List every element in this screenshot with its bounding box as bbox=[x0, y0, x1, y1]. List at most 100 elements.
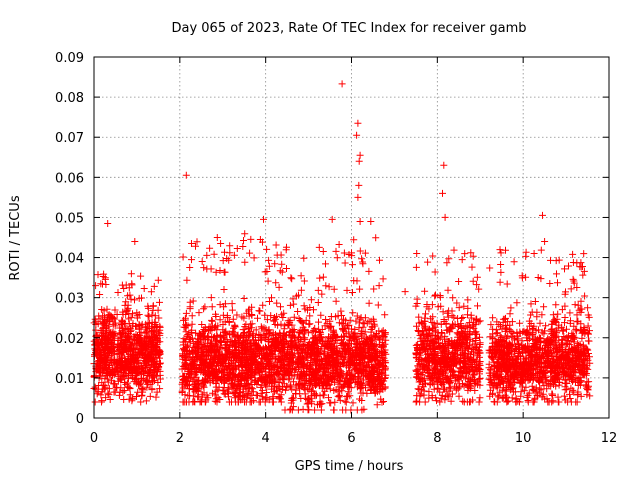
data-point bbox=[125, 284, 133, 292]
data-point bbox=[226, 242, 234, 250]
data-point bbox=[476, 317, 484, 325]
data-point bbox=[121, 363, 129, 370]
data-point bbox=[120, 387, 128, 394]
data-point bbox=[119, 310, 127, 318]
data-point bbox=[145, 312, 153, 320]
data-point bbox=[318, 290, 326, 298]
data-point bbox=[154, 306, 162, 314]
data-point bbox=[114, 343, 121, 351]
data-point bbox=[143, 361, 150, 369]
data-point bbox=[425, 325, 433, 333]
data-point bbox=[443, 259, 451, 267]
data-point bbox=[144, 344, 152, 352]
data-point bbox=[207, 294, 215, 302]
data-point bbox=[331, 398, 339, 406]
data-point bbox=[283, 265, 290, 272]
data-point bbox=[496, 278, 504, 286]
data-point bbox=[144, 380, 152, 388]
data-point bbox=[103, 356, 111, 364]
data-point bbox=[374, 301, 382, 309]
data-point bbox=[142, 376, 150, 384]
data-point bbox=[104, 335, 111, 343]
data-point bbox=[444, 286, 452, 294]
data-point bbox=[186, 264, 194, 271]
data-point bbox=[189, 297, 197, 305]
data-point bbox=[413, 250, 421, 257]
data-point bbox=[241, 230, 249, 238]
data-point bbox=[111, 347, 118, 355]
data-point bbox=[101, 275, 109, 283]
data-point bbox=[376, 256, 383, 264]
data-point bbox=[111, 366, 119, 374]
data-point bbox=[278, 260, 286, 268]
data-point bbox=[104, 312, 112, 320]
data-point bbox=[307, 296, 315, 304]
data-point bbox=[322, 316, 330, 323]
data-point bbox=[257, 389, 265, 397]
data-point bbox=[573, 398, 581, 406]
data-point bbox=[98, 354, 106, 362]
data-point bbox=[135, 321, 143, 329]
data-point bbox=[264, 277, 272, 285]
data-point bbox=[133, 312, 141, 320]
data-point bbox=[119, 317, 127, 325]
data-point bbox=[351, 326, 359, 333]
data-point bbox=[118, 319, 126, 327]
data-point bbox=[137, 398, 145, 406]
data-point bbox=[306, 320, 314, 328]
data-point bbox=[121, 373, 129, 381]
data-point bbox=[111, 322, 119, 330]
data-point bbox=[220, 390, 228, 398]
data-point bbox=[475, 398, 483, 406]
data-point bbox=[549, 392, 557, 399]
data-point bbox=[217, 240, 225, 247]
data-point bbox=[233, 245, 241, 252]
data-point bbox=[113, 351, 121, 359]
data-point bbox=[104, 378, 112, 386]
data-point bbox=[111, 315, 119, 323]
data-point bbox=[116, 388, 124, 396]
data-point bbox=[129, 340, 137, 348]
data-point bbox=[113, 311, 121, 318]
data-point bbox=[455, 392, 463, 400]
data-point bbox=[140, 354, 148, 362]
data-point bbox=[569, 275, 577, 283]
data-point bbox=[149, 302, 157, 310]
data-point bbox=[349, 261, 356, 269]
data-point bbox=[421, 287, 429, 295]
data-point bbox=[127, 295, 135, 303]
data-point bbox=[128, 280, 136, 288]
data-point bbox=[433, 319, 441, 327]
data-point bbox=[101, 346, 109, 354]
data-point bbox=[363, 319, 371, 327]
data-point bbox=[424, 258, 432, 266]
data-point bbox=[144, 304, 152, 312]
data-point bbox=[305, 406, 313, 414]
data-point bbox=[126, 384, 134, 392]
data-point bbox=[229, 315, 237, 323]
data-point bbox=[221, 248, 228, 256]
data-point bbox=[122, 332, 130, 340]
data-point bbox=[246, 249, 254, 257]
data-point bbox=[365, 299, 373, 307]
data-point bbox=[118, 354, 126, 362]
data-point bbox=[109, 372, 117, 379]
data-point bbox=[188, 320, 196, 328]
data-point bbox=[269, 393, 277, 401]
data-point bbox=[127, 366, 135, 374]
data-point bbox=[155, 314, 163, 322]
data-point bbox=[125, 384, 133, 391]
data-point bbox=[103, 352, 111, 360]
data-point bbox=[566, 309, 574, 317]
data-point bbox=[116, 324, 124, 332]
data-point bbox=[101, 384, 109, 392]
data-point bbox=[127, 270, 135, 278]
data-point bbox=[458, 256, 466, 264]
data-point bbox=[335, 393, 343, 401]
data-point bbox=[118, 281, 126, 289]
data-point bbox=[422, 310, 429, 318]
data-point bbox=[102, 394, 110, 402]
data-point bbox=[468, 263, 476, 271]
data-point bbox=[358, 255, 366, 263]
